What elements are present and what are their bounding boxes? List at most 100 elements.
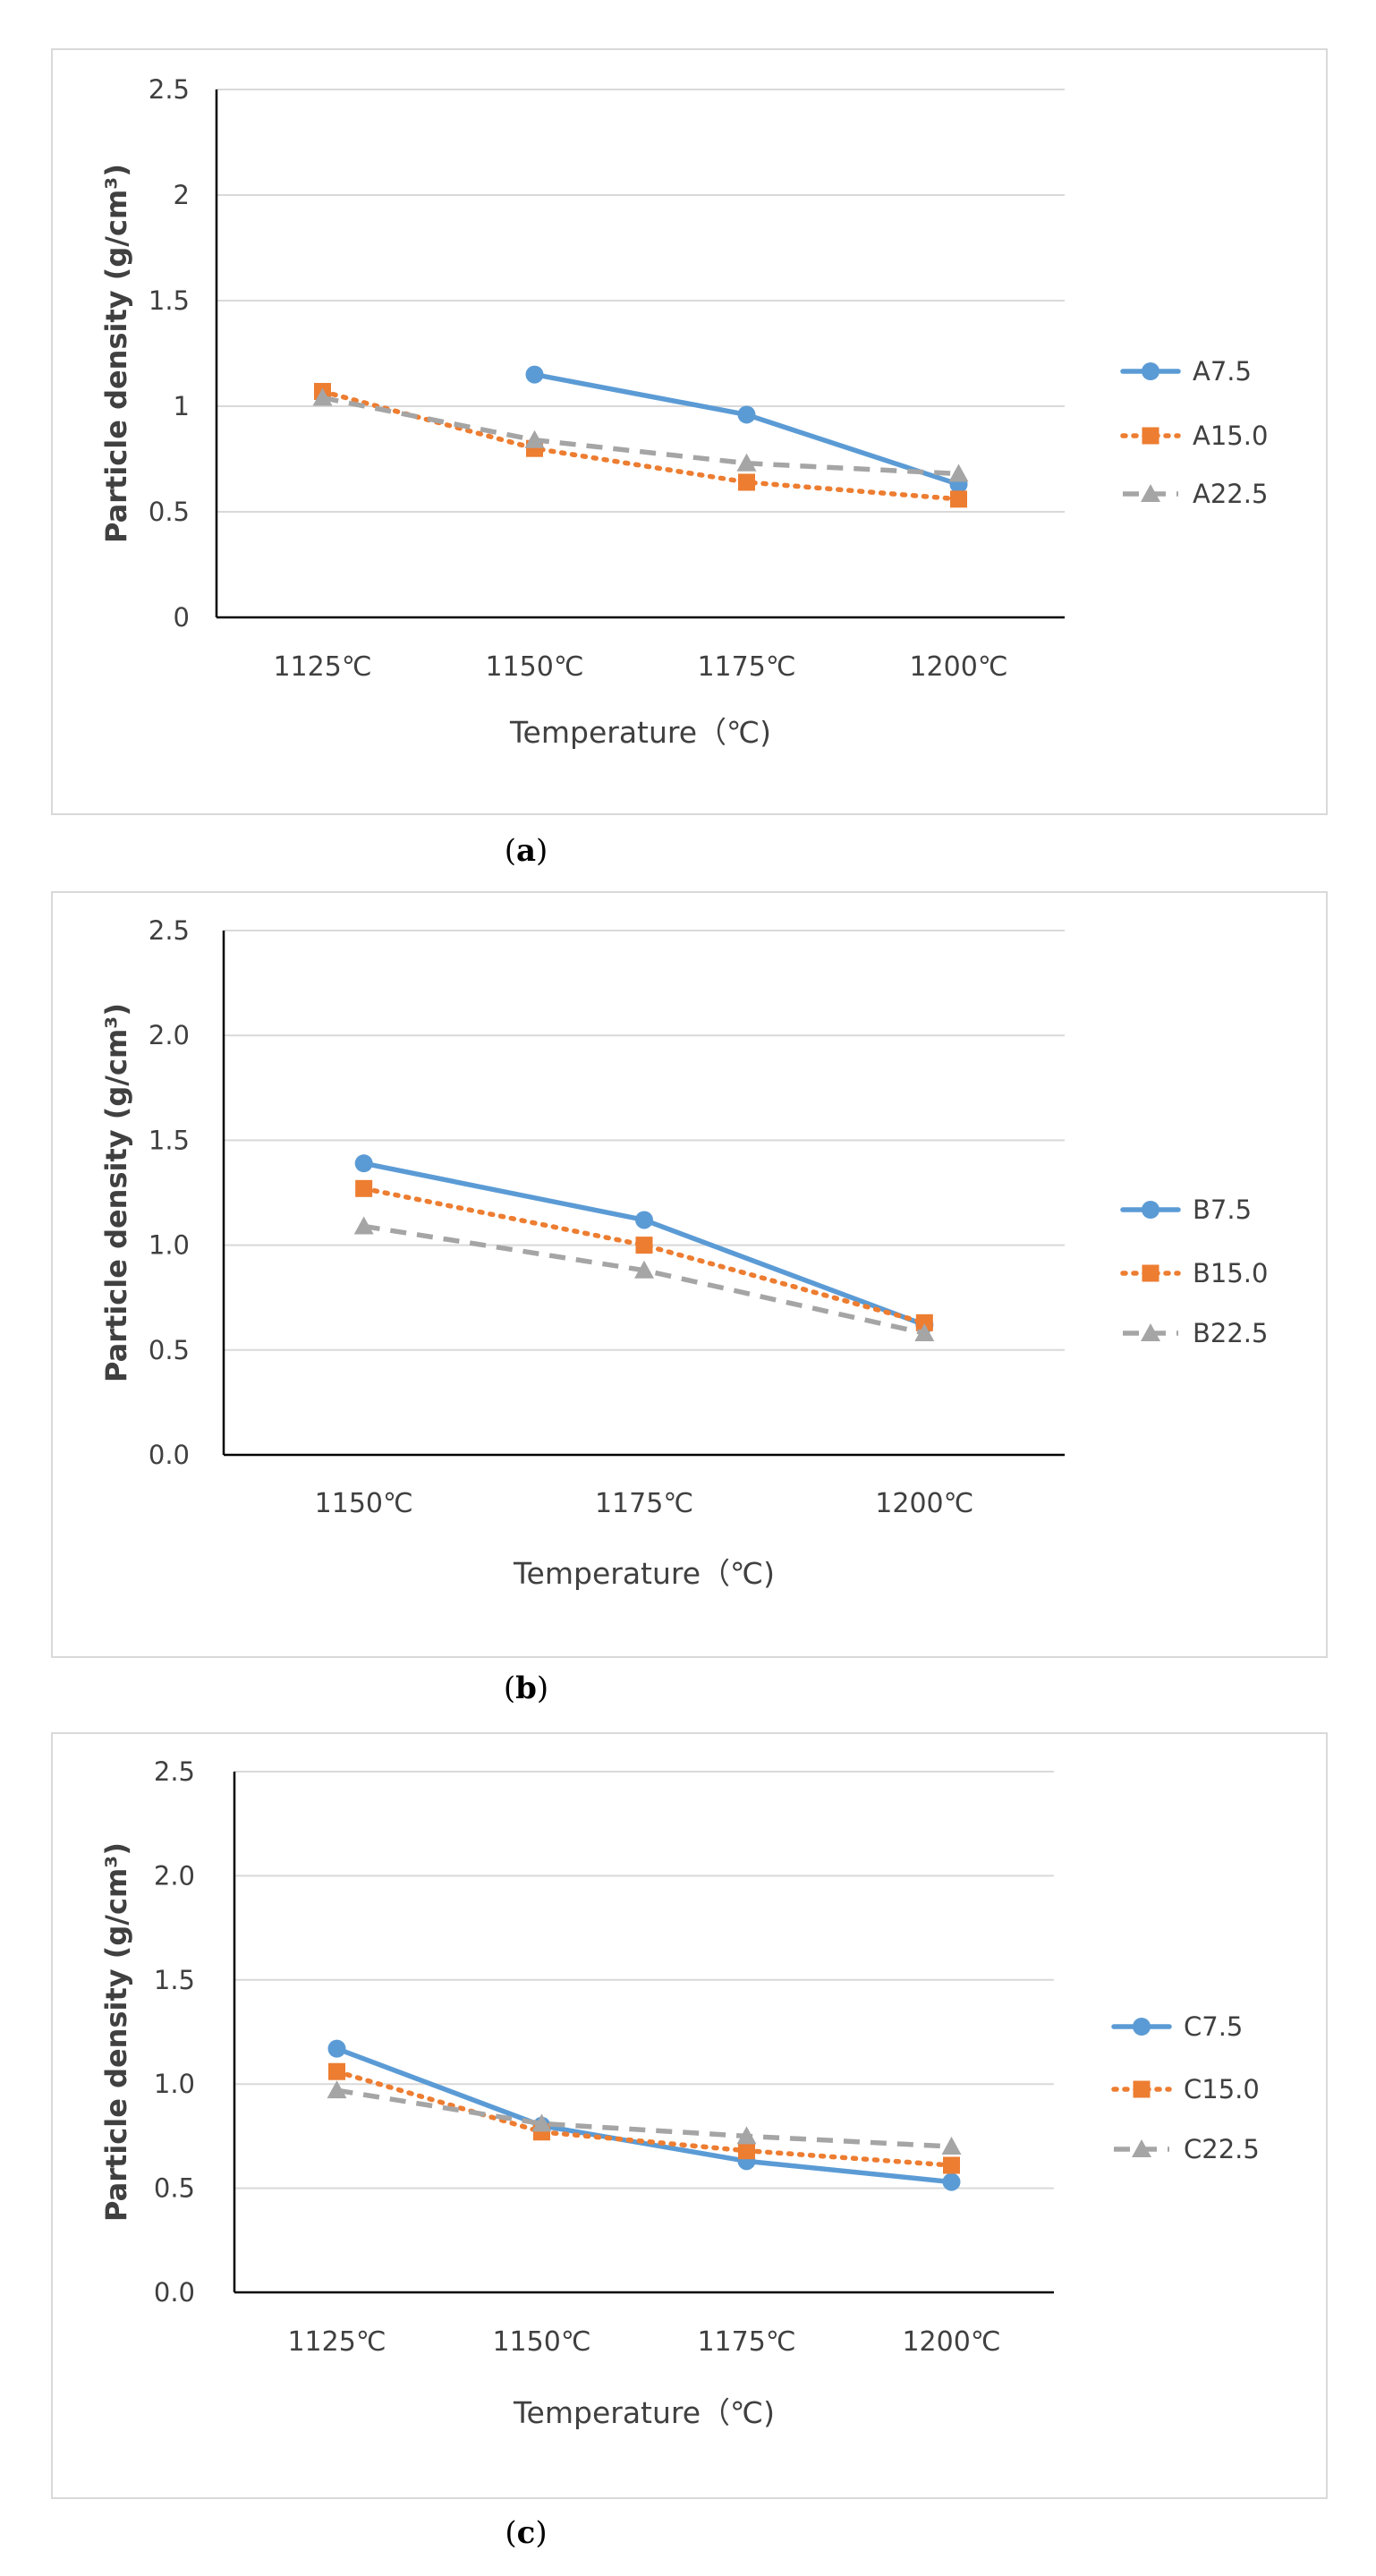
legend-marker [1133,2018,1151,2036]
legend-item-B22.5: B22.5 [1123,1318,1268,1348]
x-tick-label: 1125℃ [287,2326,386,2358]
x-tick-label: 1200℃ [902,2326,1000,2358]
legend-marker [1141,484,1160,502]
y-tick-label: 0.0 [149,1440,190,1470]
legend-marker [1141,1323,1160,1341]
figure-caption: (a) [505,833,548,869]
caption-letter: b [515,1671,537,1706]
y-tick-label: 1.5 [149,285,190,316]
x-tick-label: 1200℃ [875,1488,973,1519]
series-line [334,2045,955,2185]
caption-close-paren: ) [535,2515,547,2551]
y-axis-title: Particle density (g/cm³) [99,1842,133,2222]
data-point [736,2126,757,2145]
legend-marker [1142,1264,1159,1282]
series-line [334,2069,955,2168]
y-tick-label: 0.5 [154,2173,195,2204]
x-tick-label: 1200℃ [909,651,1007,683]
series-C22.5 [327,2080,962,2155]
legend-marker [1132,2139,1151,2157]
y-tick-label: 2.5 [149,74,190,105]
data-point [738,2142,755,2160]
legend-marker [1142,427,1159,445]
figure-caption: (c) [505,2515,547,2551]
chart-frame [51,1732,1328,2499]
data-point [355,1179,373,1197]
data-point [327,2039,346,2058]
x-axis-title: Temperature（℃) [509,715,771,750]
legend-item-C22.5: C22.5 [1114,2134,1260,2164]
legend-label: C22.5 [1184,2134,1260,2164]
series-A7.5 [525,365,968,494]
x-axis-title: Temperature（℃) [513,1556,775,1591]
data-point [738,473,755,491]
caption-letter: a [516,833,536,869]
chart-panel-b: 0.0 0.5 1.0 1.5 2.0 2.5 1150℃ 1175℃ 1200℃ Tempera… [51,891,1328,1658]
caption-open-paren: ( [505,833,516,869]
figure-caption: (b) [504,1671,548,1706]
data-point [328,2062,345,2080]
legend-label: A15.0 [1193,421,1268,451]
x-tick-label: 1175℃ [697,2326,795,2358]
series-B22.5 [353,1216,935,1342]
caption-open-paren: ( [505,2515,516,2551]
caption-letter: c [517,2515,536,2551]
data-point [736,453,757,472]
legend-item-C7.5: C7.5 [1111,2011,1243,2042]
y-tick-label: 0.5 [149,1335,190,1365]
chart-panel-a: 0 0.5 1 1.5 2 2.5 1125℃ 1150℃ 1175℃ 1200℃ Temperat… [51,48,1328,815]
y-tick-label: 1.5 [149,1125,190,1155]
data-point [950,490,967,508]
series-line [321,395,959,477]
legend-marker [1133,2080,1151,2098]
x-axis-title: Temperature（℃) [513,2395,775,2430]
y-tick-label: 1.0 [154,2069,195,2099]
chart-frame [51,48,1328,815]
y-tick-label: 2.0 [154,1860,195,1891]
data-point [942,2172,961,2191]
series-A22.5 [312,387,969,482]
x-tick-label: 1175℃ [595,1488,693,1519]
y-tick-label: 0 [174,602,190,633]
data-point [941,2137,962,2155]
legend-item-A7.5: A7.5 [1120,356,1252,387]
y-tick-label: 2.5 [154,1756,195,1787]
data-point [948,463,969,482]
data-point [634,1260,654,1279]
y-tick-label: 2.5 [149,915,190,946]
data-point [635,1237,653,1254]
legend-marker [1142,1201,1159,1219]
y-tick-label: 1.0 [149,1230,190,1261]
caption-open-paren: ( [504,1671,515,1706]
x-tick-label: 1150℃ [315,1488,413,1519]
data-point [524,429,545,448]
legend-item-B7.5: B7.5 [1120,1194,1252,1225]
x-tick-label: 1175℃ [697,651,795,683]
caption-close-paren: ) [537,1671,548,1706]
series-B15.0 [355,1179,933,1331]
legend-label: A22.5 [1193,479,1268,509]
y-tick-label: 0.0 [154,2277,195,2308]
chart-frame [51,891,1328,1658]
legend-item-C15.0: C15.0 [1111,2074,1260,2104]
y-tick-label: 1.5 [154,1965,195,1995]
legend-label: B15.0 [1193,1258,1268,1288]
data-point [737,405,756,424]
data-point [525,365,544,384]
y-tick-label: 2.0 [149,1020,190,1050]
x-tick-label: 1150℃ [485,651,583,683]
y-tick-label: 1 [174,391,190,421]
data-point [312,387,333,406]
legend-item-A15.0: A15.0 [1120,421,1268,451]
data-point [915,1314,933,1331]
y-axis-title: Particle density (g/cm³) [99,1003,133,1382]
caption-close-paren: ) [536,833,548,869]
legend-label: C15.0 [1184,2074,1260,2104]
data-point [353,1216,374,1235]
data-point [635,1211,653,1229]
data-point [327,2080,347,2099]
legend-label: C7.5 [1184,2011,1243,2042]
legend-label: A7.5 [1193,356,1252,387]
data-point [531,2113,552,2132]
